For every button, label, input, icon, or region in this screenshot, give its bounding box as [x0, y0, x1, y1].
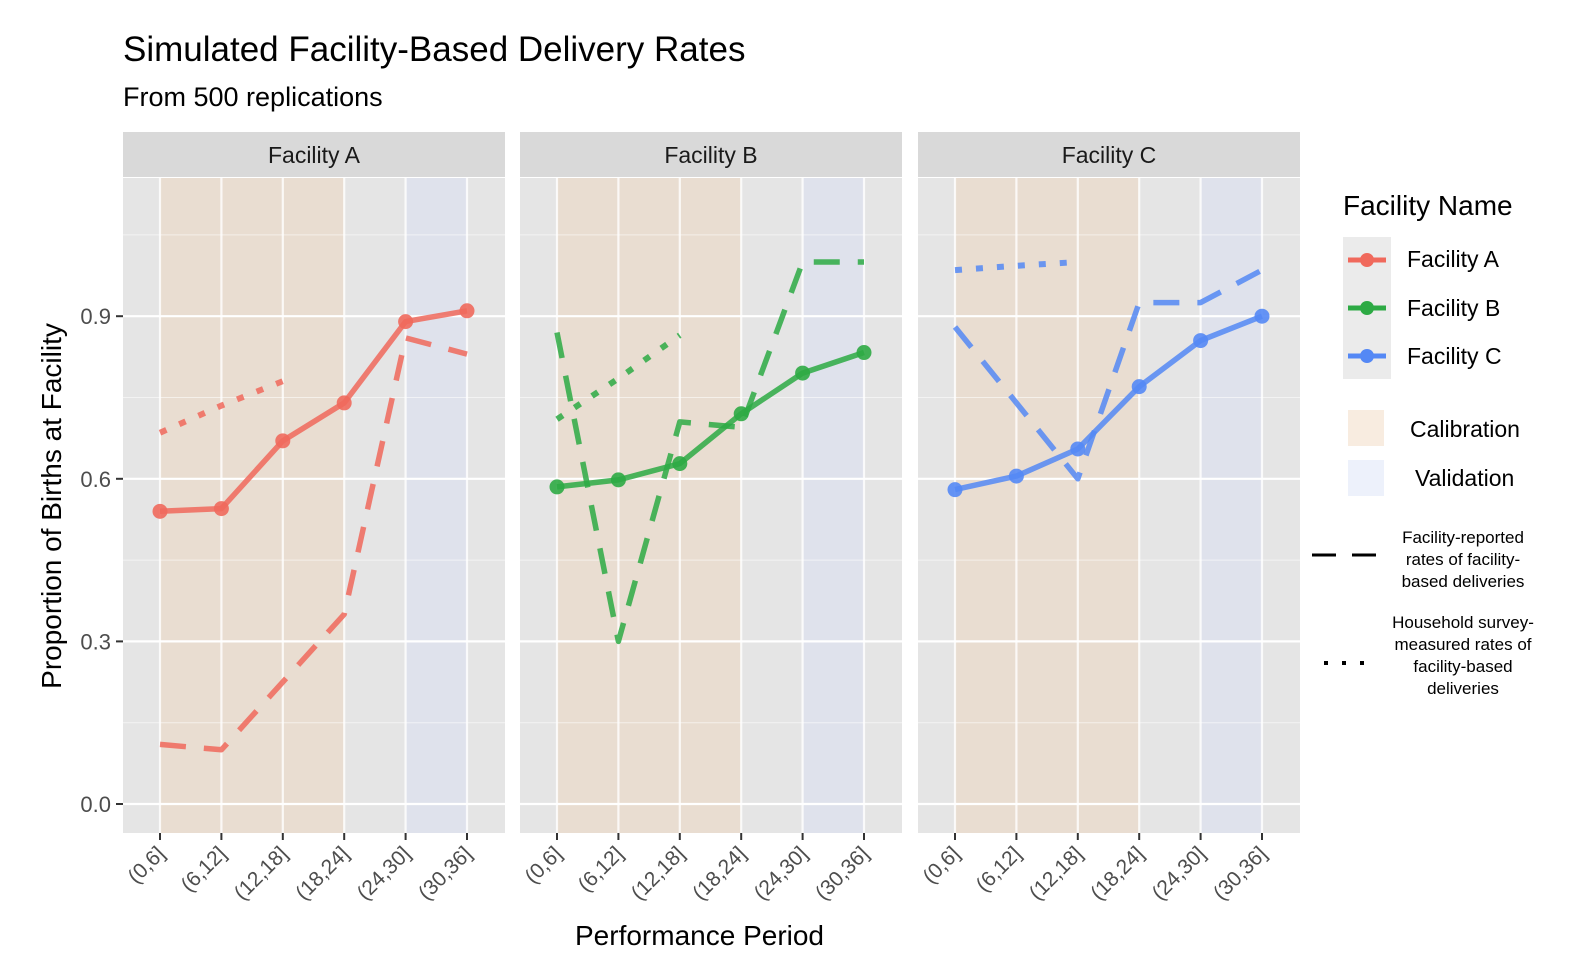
facet-strip [918, 132, 1300, 177]
data-point [1193, 333, 1209, 349]
y-axis-label: Proportion of Births at Facility [36, 323, 67, 689]
y-tick-label: 0.0 [80, 792, 111, 817]
series-line-household-survey [555, 332, 682, 422]
legend-label-household-survey: Household survey- measured rates of faci… [1378, 612, 1548, 700]
series-line-simulated [556, 349, 865, 490]
series-line-facility-reported [554, 259, 864, 645]
series-line-simulated [954, 313, 1264, 493]
data-point [1254, 308, 1270, 324]
legend-text-line: based deliveries [1401, 572, 1525, 591]
y-tick-label: 0.3 [80, 629, 111, 654]
x-tick-label: (30,36] [811, 842, 874, 905]
legend-text-line: facility-based [1413, 657, 1513, 676]
legend-label-facility-a: Facility A [1407, 246, 1500, 272]
legend-text-line: deliveries [1427, 679, 1499, 698]
data-point [947, 482, 963, 498]
y-tick-label: 0.6 [80, 467, 111, 492]
x-tick-label: (6,12] [574, 842, 628, 896]
legend-text-line: measured rates of [1394, 635, 1532, 654]
legend-key-dotted [1324, 661, 1364, 665]
x-tick-label: (0,6] [919, 842, 965, 888]
data-point [152, 503, 168, 519]
data-point [336, 395, 352, 411]
x-tick-label: (0,6] [124, 842, 170, 888]
legend-swatch-validation [1348, 460, 1384, 496]
legend-swatch-calibration [1348, 410, 1384, 446]
series-line-facility-reported [159, 335, 468, 753]
data-point [795, 365, 811, 381]
facet-strip-label: Facility A [268, 142, 361, 168]
x-tick-label: (12,18] [1025, 842, 1088, 905]
x-tick-label: (18,24] [1086, 842, 1149, 905]
facet-strip-label: Facility B [664, 142, 757, 168]
legend-text-line: Facility-reported [1402, 528, 1524, 547]
data-point [1008, 468, 1024, 484]
series-line-facility-reported [952, 267, 1264, 482]
chart-subtitle: From 500 replications [123, 82, 383, 112]
data-point [459, 303, 475, 319]
legend-title: Facility Name [1343, 190, 1513, 221]
x-tick-label: (24,30] [353, 842, 416, 905]
chart-title: Simulated Facility-Based Delivery Rates [123, 30, 746, 69]
x-tick-label: (30,36] [414, 842, 477, 905]
x-tick-label: (18,24] [688, 842, 751, 905]
data-point [213, 501, 229, 517]
legend-key-facility-b [1348, 301, 1386, 315]
x-tick-label: (12,18] [230, 842, 293, 905]
facet-strip [123, 132, 505, 177]
facet-panel-facility-a: Facility A (0,6] (6,12](12,18](18,24](24,3… [123, 132, 505, 905]
series-line-household-survey [158, 378, 284, 436]
series-line-simulated [159, 308, 468, 515]
x-tick-label: (6,12] [177, 842, 231, 896]
x-tick-label: (24,30] [1148, 842, 1211, 905]
data-point [856, 345, 872, 361]
data-point [549, 479, 565, 495]
legend-facility-keys [1348, 253, 1386, 363]
x-axis-label: Performance Period [575, 920, 825, 951]
validation-region [1200, 178, 1262, 833]
validation-region [405, 178, 467, 833]
legend-label-facility-c: Facility C [1407, 343, 1502, 369]
x-tick-label: (12,18] [627, 842, 690, 905]
facet-panel-facility-b: Facility B (0,6] (6,12](12,18](18,24](24,3… [520, 132, 902, 905]
legend-key-facility-c [1348, 349, 1386, 363]
facet-panel-facility-c: Facility C (0,6] (6,12](12,18](18,24](24,3… [918, 132, 1300, 905]
x-tick-label: (24,30] [750, 842, 813, 905]
legend-key-facility-a [1348, 253, 1386, 267]
legend-label-facility-b: Facility B [1407, 295, 1501, 321]
legend-linetype-keys [1312, 553, 1376, 665]
x-tick-label: (18,24] [291, 842, 354, 905]
calibration-region [955, 178, 1140, 833]
legend-text-line: Household survey- [1392, 613, 1534, 632]
facet-strip-label: Facility C [1062, 142, 1157, 168]
x-tick-label: (0,6] [521, 842, 567, 888]
data-point [1131, 379, 1147, 395]
data-point [672, 456, 688, 472]
legend-label-validation: Validation [1415, 465, 1515, 491]
data-point [398, 314, 414, 330]
calibration-region [557, 178, 742, 833]
data-point [275, 433, 291, 449]
calibration-region [160, 178, 345, 833]
legend-label-facility-reported: Facility-reported rates of facility- bas… [1378, 527, 1548, 593]
x-tick-label: (30,36] [1209, 842, 1272, 905]
data-point [610, 472, 626, 488]
x-tick-label: (6,12] [972, 842, 1026, 896]
data-point [1070, 441, 1086, 457]
legend-label-calibration: Calibration [1410, 416, 1520, 442]
y-tick-label: 0.9 [80, 304, 111, 329]
validation-region [802, 178, 864, 833]
facet-strip [520, 132, 902, 177]
legend-text-line: rates of facility- [1405, 550, 1521, 569]
